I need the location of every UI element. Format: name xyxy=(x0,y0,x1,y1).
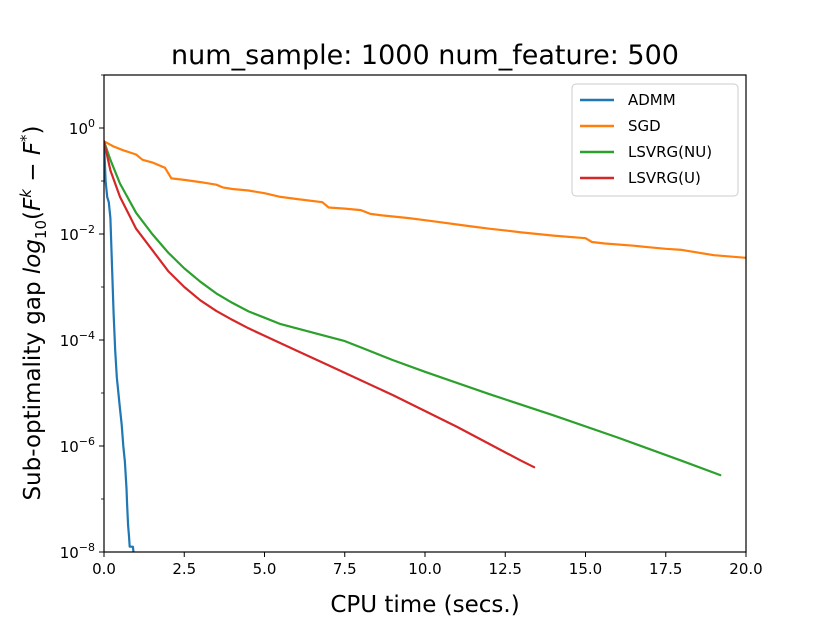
series-line-lsvrg-u xyxy=(104,140,536,469)
x-axis-label: CPU time (secs.) xyxy=(330,592,519,618)
legend-label: LSVRG(NU) xyxy=(628,143,712,161)
y-tick-label: 100 xyxy=(69,117,95,138)
legend-items: ADMM SGD LSVRG(NU) LSVRG(U) xyxy=(580,91,712,187)
x-tick-label: 2.5 xyxy=(172,560,196,578)
y-tick-label: 10−8 xyxy=(60,541,95,562)
y-axis-label: Sub-optimality gap log10(Fk − F*) xyxy=(17,125,50,500)
series-line-sgd xyxy=(104,140,746,259)
legend-box xyxy=(571,83,739,197)
series-line-admm xyxy=(104,140,135,552)
y-axis: 100 10−2 10−4 10−6 10−8 xyxy=(60,74,104,562)
x-tick-label: 5.0 xyxy=(253,560,277,578)
x-tick-label: 20.0 xyxy=(729,560,762,578)
x-tick-label: 17.5 xyxy=(649,560,682,578)
y-tick-label: 10−2 xyxy=(60,223,95,244)
x-tick-label: 7.5 xyxy=(333,560,357,578)
x-tick-label: 10.0 xyxy=(408,560,441,578)
x-axis: 0.0 2.5 5.0 7.5 10.0 12.5 15.0 17.5 20.0 xyxy=(92,552,763,578)
chart-title: num_sample: 1000 num_feature: 500 xyxy=(171,40,679,71)
x-tick-label: 12.5 xyxy=(489,560,522,578)
x-tick-label: 15.0 xyxy=(569,560,602,578)
series-line-lsvrg-nu xyxy=(104,140,722,477)
legend: ADMM SGD LSVRG(NU) LSVRG(U) xyxy=(571,83,739,197)
y-tick-label: 10−4 xyxy=(60,329,95,350)
legend-label: SGD xyxy=(628,117,661,135)
legend-label: LSVRG(U) xyxy=(628,169,701,187)
series-layer xyxy=(104,140,746,552)
x-tick-label: 0.0 xyxy=(92,560,116,578)
legend-label: ADMM xyxy=(628,91,676,109)
y-tick-label: 10−6 xyxy=(60,435,95,456)
